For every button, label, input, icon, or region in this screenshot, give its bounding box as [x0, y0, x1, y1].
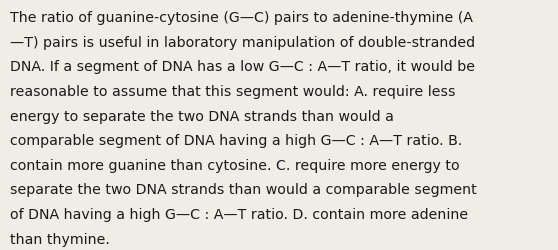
Text: energy to separate the two DNA strands than would a: energy to separate the two DNA strands t… [10, 109, 394, 123]
Text: DNA. If a segment of DNA has a low G—C : A—T ratio, it would be: DNA. If a segment of DNA has a low G—C :… [10, 60, 475, 74]
Text: comparable segment of DNA having a high G—C : A—T ratio. B.: comparable segment of DNA having a high … [10, 134, 463, 148]
Text: than thymine.: than thymine. [10, 232, 110, 246]
Text: separate the two DNA strands than would a comparable segment: separate the two DNA strands than would … [10, 183, 477, 197]
Text: of DNA having a high G—C : A—T ratio. D. contain more adenine: of DNA having a high G—C : A—T ratio. D.… [10, 207, 468, 221]
Text: reasonable to assume that this segment would: A. require less: reasonable to assume that this segment w… [10, 85, 455, 99]
Text: contain more guanine than cytosine. C. require more energy to: contain more guanine than cytosine. C. r… [10, 158, 460, 172]
Text: The ratio of guanine-cytosine (G—C) pairs to adenine-thymine (A: The ratio of guanine-cytosine (G—C) pair… [10, 11, 473, 25]
Text: —T) pairs is useful in laboratory manipulation of double-stranded: —T) pairs is useful in laboratory manipu… [10, 36, 475, 50]
